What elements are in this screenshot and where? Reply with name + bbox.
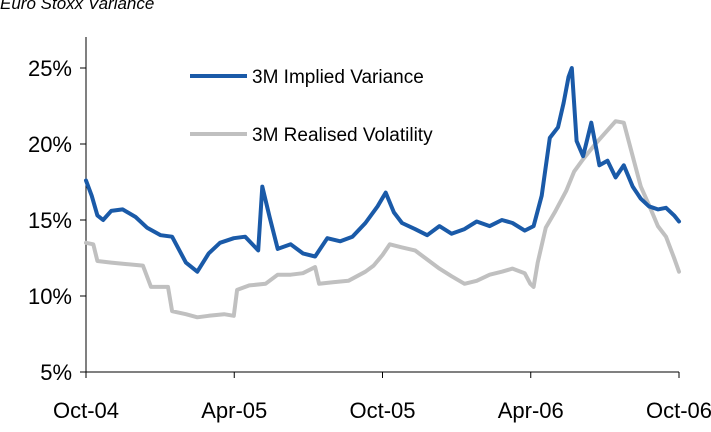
y-tick-label: 5% [40,360,72,385]
x-tick-label: Oct-05 [349,398,415,423]
legend: 3M Implied Variance 3M Realised Volatilit… [190,67,433,146]
series-line-3m-implied-variance [84,66,681,274]
legend-label-3m-implied-variance: 3M Implied Variance [252,67,424,88]
y-tick-label: 20% [28,132,72,157]
x-tick-label: Oct-04 [53,398,119,423]
y-tick-label: 25% [28,56,72,81]
x-tick-label: Apr-06 [498,398,564,423]
y-tick-label: 15% [28,208,72,233]
series-group [84,66,681,320]
y-tick-label: 10% [28,284,72,309]
x-tick-label: Oct-06 [646,398,711,423]
series-line-3m-realised-volatility [84,119,681,320]
chart-caption: Euro Stoxx Variance [0,0,155,13]
legend-label-3m-realised-volatility: 3M Realised Volatility [252,125,433,146]
x-tick-label: Apr-05 [201,398,267,423]
axes: 5% 10% 15% 20% 25% Oct-04 Apr-05 Oct-05 Apr-06 Oc… [28,37,711,423]
